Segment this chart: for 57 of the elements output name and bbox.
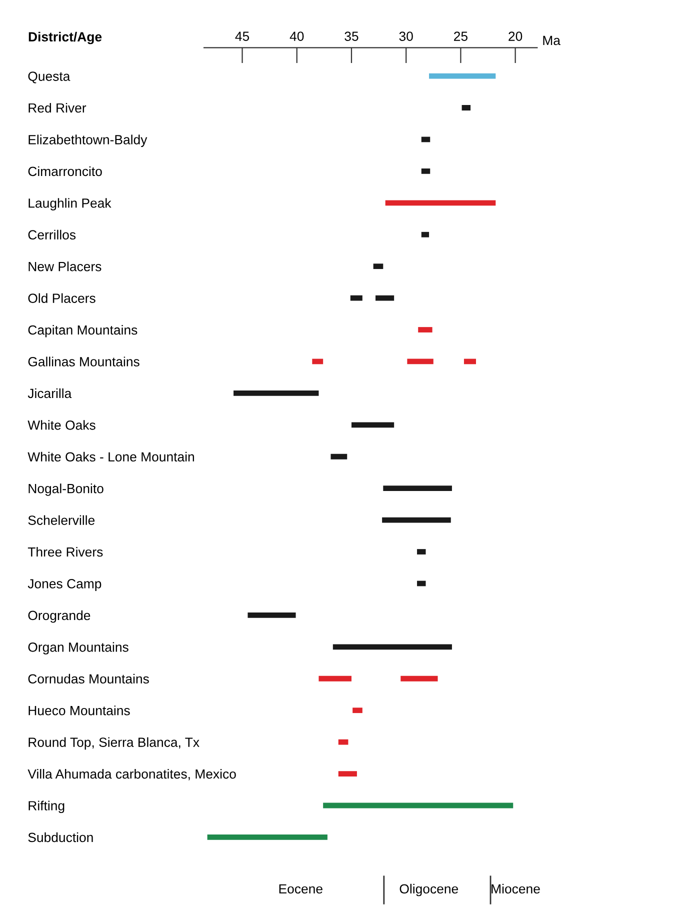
x-axis-title: Ma [543,36,560,46]
x-tick-label: 45 [235,32,250,41]
x-tick-label: 35 [344,32,358,41]
y-tick-label: Round Top, Sierra Blanca, Tx [28,737,200,750]
bar [207,834,328,840]
bar [464,358,476,364]
y-tick-label: Hueco Mountains [28,706,130,716]
x-tick-label: 30 [399,32,413,41]
y-tick-label: Capitan Mountains [28,324,138,338]
y-tick-label: Subduction [28,832,93,842]
y-tick-label: Jicarilla [28,388,72,398]
y-tick-label: Elizabethtown-Baldy [28,134,148,147]
bar [421,168,430,174]
y-tick-label: Orogrande [28,610,90,623]
y-tick-label: New Placers [28,262,102,272]
bar [421,136,430,142]
bar [417,549,426,554]
y-tick-label: White Oaks - Lone Mountain [28,452,194,462]
x-tick-label: 40 [290,32,304,41]
y-tick-label: Jones Camp [28,579,102,592]
bar [400,676,438,682]
bar [417,580,426,586]
bar [234,390,319,396]
text: District/Age [28,32,102,44]
bar [351,422,394,428]
y-tick-label: Questa [28,72,70,84]
bar [421,232,430,238]
y-tick-label: Red River [28,102,86,113]
y-tick-label: Three Rivers [28,546,103,557]
text: Eocene [279,884,322,894]
bar [373,264,384,270]
text: Miocene [492,884,540,894]
y-tick-label: Laughlin Peak [28,198,112,210]
bar [323,802,514,808]
y-tick-label: Old Placers [28,293,96,303]
bar [429,73,496,79]
bar [332,644,452,650]
x-tick-label: 25 [454,32,468,41]
bar [350,295,362,301]
bar [248,612,296,618]
x-tick-label: 20 [508,32,522,41]
y-tick-label: Cerrillos [28,230,76,240]
text: Oligocene [400,884,458,896]
y-tick-label: Organ Mountains [28,642,128,654]
y-tick-label: Gallinas Mountains [28,356,140,366]
y-tick-label: Villa Ahumada carbonatites, Mexico [28,769,236,780]
y-tick-label: Schelerville [28,515,95,525]
bar [330,454,348,460]
y-tick-label: Cornudas Mountains [28,674,149,684]
bar [407,358,434,364]
y-tick-label: Rifting [28,800,64,814]
bar [383,486,452,492]
bar [462,105,471,110]
bar [382,517,451,523]
y-tick-label: Cimarroncito [28,166,102,176]
y-tick-label: White Oaks [28,420,96,430]
y-tick-label: Nogal-Bonito [28,484,104,496]
